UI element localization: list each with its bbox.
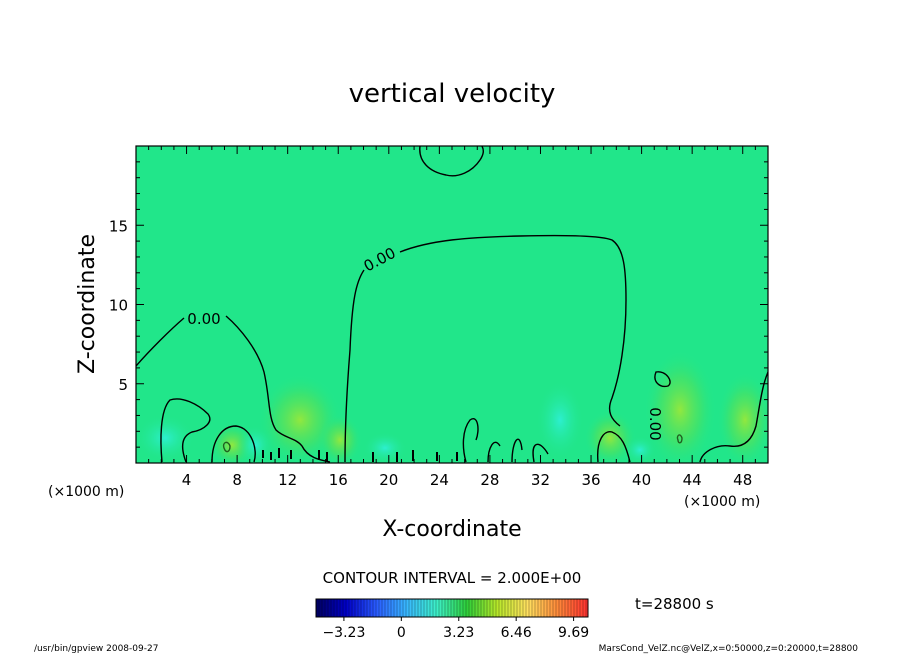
y-tick-label: 10 bbox=[109, 297, 128, 315]
y-tick-label: 5 bbox=[118, 376, 128, 394]
colorbar-ticks: −3.23 0 3.23 6.46 9.69 bbox=[322, 617, 589, 641]
y-axis: 5 10 15 bbox=[109, 161, 768, 448]
contour-label: 0.00 bbox=[646, 407, 664, 440]
x-tick-label: 36 bbox=[581, 471, 600, 489]
contour-interval-text: CONTOUR INTERVAL = 2.000E+00 bbox=[323, 569, 582, 587]
x-tick-label: 4 bbox=[182, 471, 192, 489]
x-tick-label: 32 bbox=[531, 471, 550, 489]
contour-label: 0.00 bbox=[187, 310, 220, 328]
y-tick-label: 15 bbox=[109, 217, 128, 235]
x-axis-label: X-coordinate bbox=[382, 517, 521, 542]
x-tick-label: 8 bbox=[232, 471, 242, 489]
zero-contour-left bbox=[136, 315, 331, 463]
field-patch bbox=[318, 414, 362, 463]
colorbar-tick-label: 6.46 bbox=[501, 625, 532, 641]
y-axis-label: Z-coordinate bbox=[75, 234, 100, 374]
field-patch bbox=[363, 432, 407, 463]
x-tick-label: 12 bbox=[278, 471, 297, 489]
zero-contour-right bbox=[596, 371, 768, 463]
x-tick-label: 16 bbox=[329, 471, 348, 489]
x-tick-label: 20 bbox=[379, 471, 398, 489]
colorbar-tick-label: 3.23 bbox=[443, 625, 474, 641]
field-patch bbox=[717, 372, 768, 463]
field-patch bbox=[136, 414, 195, 462]
small-cells bbox=[262, 448, 458, 462]
field-patch bbox=[584, 410, 636, 463]
colorbar-stripes bbox=[318, 599, 587, 617]
x-tick-label: 40 bbox=[632, 471, 651, 489]
colorbar-tick-label: 0 bbox=[397, 625, 406, 641]
y-axis-unit: (×1000 m) bbox=[48, 484, 124, 500]
plot-area bbox=[136, 146, 768, 463]
x-tick-label: 48 bbox=[733, 471, 752, 489]
chart-title: vertical velocity bbox=[349, 79, 556, 109]
x-tick-label: 24 bbox=[430, 471, 449, 489]
colorbar-tick-label: 9.69 bbox=[558, 625, 589, 641]
time-text: t=28800 s bbox=[635, 595, 714, 613]
x-tick-label: 44 bbox=[683, 471, 702, 489]
contour-lines bbox=[136, 146, 768, 463]
colorbar bbox=[315, 598, 589, 618]
field-patch bbox=[644, 350, 716, 463]
footer-left: /usr/bin/gpview 2008-09-27 bbox=[34, 644, 158, 654]
field-patch bbox=[624, 436, 656, 463]
zero-contour-top bbox=[419, 146, 485, 177]
zero-contour-lower-left bbox=[160, 398, 211, 463]
zero-contour-cells bbox=[462, 418, 549, 463]
zero-contour-center bbox=[344, 234, 627, 463]
field-patch bbox=[536, 380, 584, 460]
footer-right: MarsCond_VelZ.nc@VelZ,x=0:50000,z=0:2000… bbox=[599, 644, 859, 654]
zero-contour-small bbox=[222, 434, 683, 453]
x-axis: 4 8 12 16 20 24 28 32 36 40 44 48 bbox=[148, 146, 756, 489]
colorbar-tick-label: −3.23 bbox=[322, 625, 365, 641]
x-tick-label: 28 bbox=[480, 471, 499, 489]
zero-contour-right-upper bbox=[654, 371, 671, 388]
zero-contour-loop bbox=[211, 425, 256, 463]
x-axis-unit: (×1000 m) bbox=[684, 494, 760, 510]
